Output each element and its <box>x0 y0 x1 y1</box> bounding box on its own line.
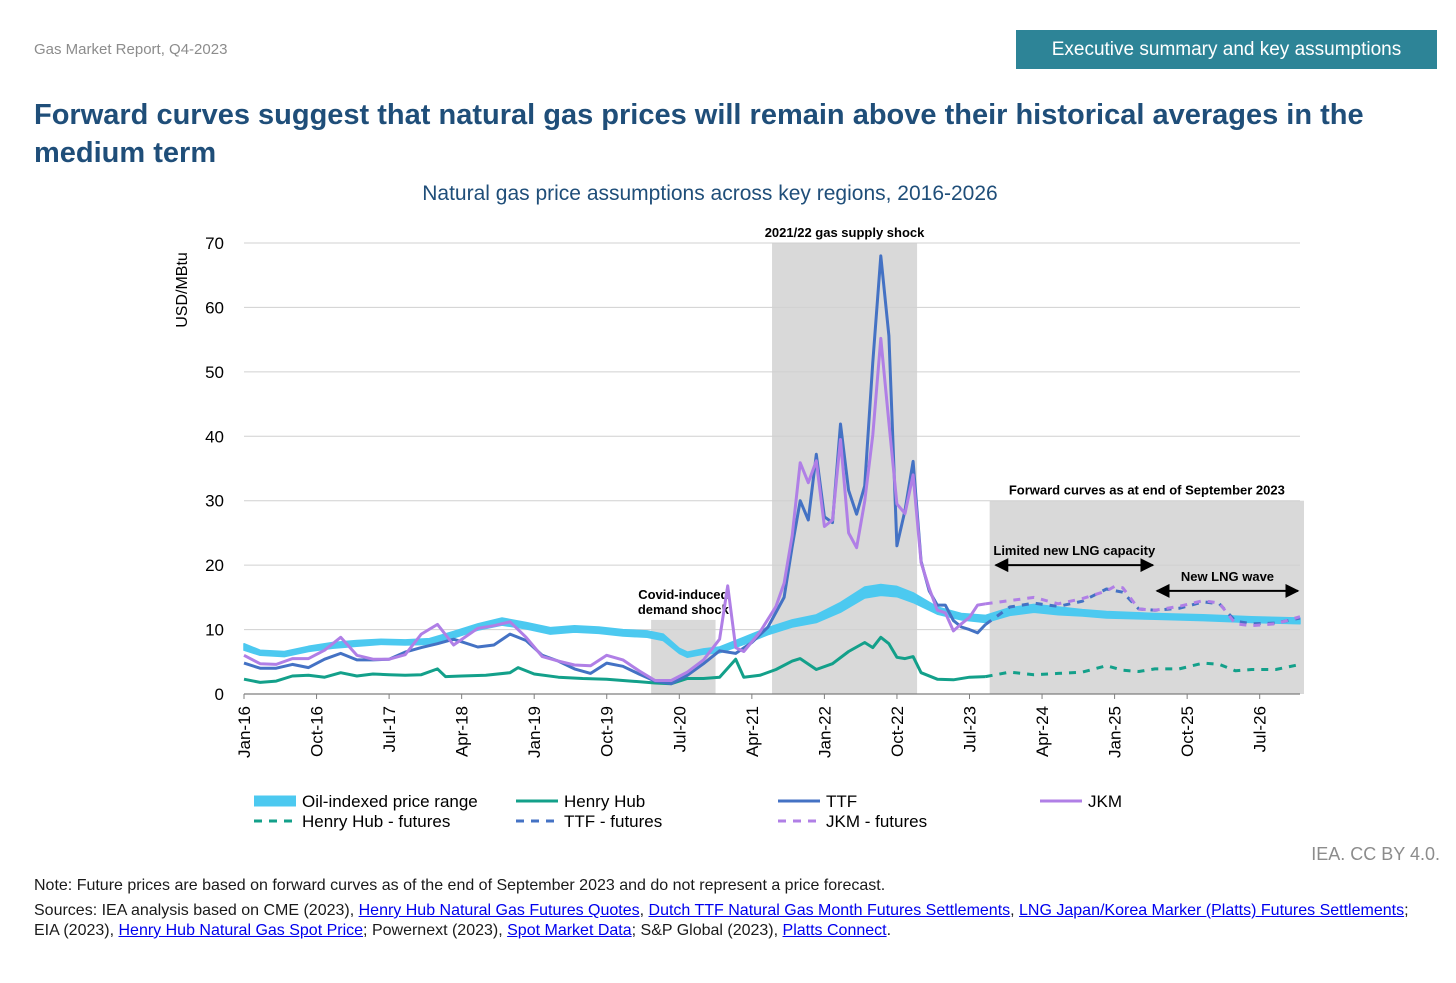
series-line-jkm <box>243 336 986 682</box>
source-link-ttf-futures[interactable]: Dutch TTF Natural Gas Month Futures Sett… <box>648 902 1011 919</box>
legend-label-ttf: TTF <box>826 792 857 811</box>
x-tick-label: Apr-18 <box>453 706 472 757</box>
page-headline: Forward curves suggest that natural gas … <box>34 99 1364 169</box>
x-tick-label: Oct-19 <box>598 706 617 757</box>
sources-text: ; EIA (2023), <box>34 902 1409 939</box>
x-tick-label: Jul-20 <box>670 706 689 752</box>
annotations: Limited new LNG capacity New LNG wave <box>993 543 1300 598</box>
y-tick-label: 50 <box>205 363 224 382</box>
x-tick-label: Oct-22 <box>888 706 907 757</box>
sources-prefix: Sources: IEA analysis based on CME (2023… <box>34 902 359 919</box>
sources: Sources: IEA analysis based on CME (2023… <box>34 901 1434 941</box>
legend-label-oil-indexed-price-range: Oil-indexed price range <box>302 792 478 811</box>
shaded-period <box>989 500 1304 694</box>
chart: Natural gas price assumptions across key… <box>174 182 1304 831</box>
y-tick-label: 30 <box>205 492 224 511</box>
legend: Oil-indexed price range Henry Hub TTF JKM He… <box>254 792 1122 831</box>
sources-separator: , <box>1010 902 1020 919</box>
source-link-jkm-futures[interactable]: LNG Japan/Korea Marker (Platts) Futures … <box>1019 902 1405 919</box>
x-tick-label: Apr-21 <box>743 706 762 757</box>
y-tick-label: 40 <box>205 427 224 446</box>
shaded-period-label: demand shock <box>638 602 730 617</box>
source-link-henry-hub-spot[interactable]: Henry Hub Natural Gas Spot Price <box>118 922 364 939</box>
y-tick-label: 0 <box>215 685 224 704</box>
x-tick-labels: Jan-16 Oct-16 Jul-17 Apr-18 Jan-19 Oct-19 Jul-… <box>235 694 1270 758</box>
y-tick-label: 20 <box>205 556 224 575</box>
x-tick-label: Jan-25 <box>1106 706 1125 758</box>
legend-label-henry-hub-futures: Henry Hub - futures <box>302 812 450 831</box>
x-tick-label: Apr-24 <box>1033 706 1052 757</box>
x-tick-label: Jan-19 <box>525 706 544 758</box>
y-axis-label: USD/MBtu <box>174 252 191 328</box>
legend-label-jkm-futures: JKM - futures <box>826 812 927 831</box>
footnote: Note: Future prices are based on forward… <box>34 877 886 894</box>
shaded-period-label: 2021/22 gas supply shock <box>765 225 925 240</box>
sources-suffix: . <box>886 922 892 939</box>
shaded-period-label: Covid-induced <box>638 587 728 602</box>
annotation-label: Limited new LNG capacity <box>993 543 1156 558</box>
credit-label: IEA. CC BY 4.0. <box>1311 844 1440 864</box>
section-tab[interactable]: Executive summary and key assumptions <box>1016 30 1437 69</box>
sources-separator: , <box>639 902 649 919</box>
y-tick-labels: 0 10 20 30 40 50 60 70 <box>205 234 224 704</box>
legend-label-jkm: JKM <box>1088 792 1122 811</box>
series-line-henry-hub-futures <box>985 661 1301 679</box>
source-link-platts-connect[interactable]: Platts Connect <box>782 922 887 939</box>
y-tick-label: 70 <box>205 234 224 253</box>
x-tick-label: Jul-26 <box>1251 706 1270 752</box>
x-tick-label: Oct-25 <box>1178 706 1197 757</box>
report-label: Gas Market Report, Q4-2023 <box>34 41 228 58</box>
series-line-jkm-futures <box>985 584 1301 628</box>
series-line-ttf-futures <box>984 587 1301 626</box>
legend-label-ttf-futures: TTF - futures <box>564 812 662 831</box>
y-tick-label: 10 <box>205 621 224 640</box>
x-tick-label: Jul-17 <box>380 706 399 752</box>
shaded-period-label: Forward curves as at end of September 20… <box>1009 483 1285 498</box>
sources-text: ; Powernext (2023), <box>363 922 508 939</box>
series-band-oil-indexed-price-range <box>243 583 1301 659</box>
source-link-spot-market-data[interactable]: Spot Market Data <box>507 922 632 939</box>
x-tick-label: Jan-22 <box>815 706 834 758</box>
y-tick-label: 60 <box>205 298 224 317</box>
sources-text: ; S&P Global (2023), <box>631 922 783 939</box>
series-lines <box>243 254 1301 686</box>
x-tick-label: Oct-16 <box>308 706 327 757</box>
x-tick-label: Jul-23 <box>960 706 979 752</box>
source-link-henry-hub-futures[interactable]: Henry Hub Natural Gas Futures Quotes <box>358 902 640 919</box>
chart-title: Natural gas price assumptions across key… <box>422 182 997 205</box>
annotation-label: New LNG wave <box>1181 569 1274 584</box>
legend-label-henry-hub: Henry Hub <box>564 792 645 811</box>
x-tick-label: Jan-16 <box>235 706 254 758</box>
